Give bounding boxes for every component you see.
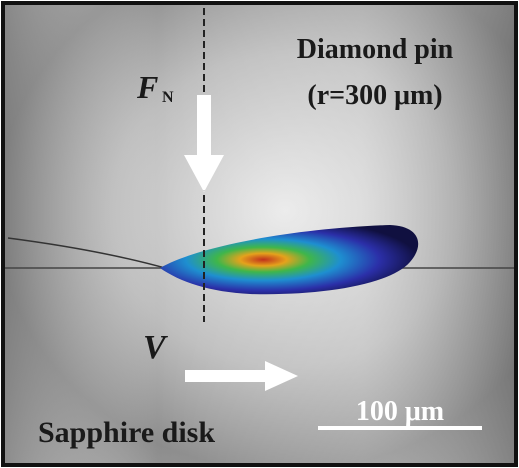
scale-label: 100 μm: [356, 396, 444, 427]
force-symbol: F: [136, 69, 158, 105]
velocity-symbol: V: [143, 329, 168, 366]
shading: [5, 5, 514, 463]
force-subscript: N: [162, 89, 174, 106]
pin-radius: (r=300 μm): [307, 80, 442, 111]
pin-label: Diamond pin: [297, 34, 454, 65]
figure: F N Diamond pin (r=300 μm) V Sapphire di…: [0, 0, 519, 468]
disk-label: Sapphire disk: [38, 416, 215, 449]
